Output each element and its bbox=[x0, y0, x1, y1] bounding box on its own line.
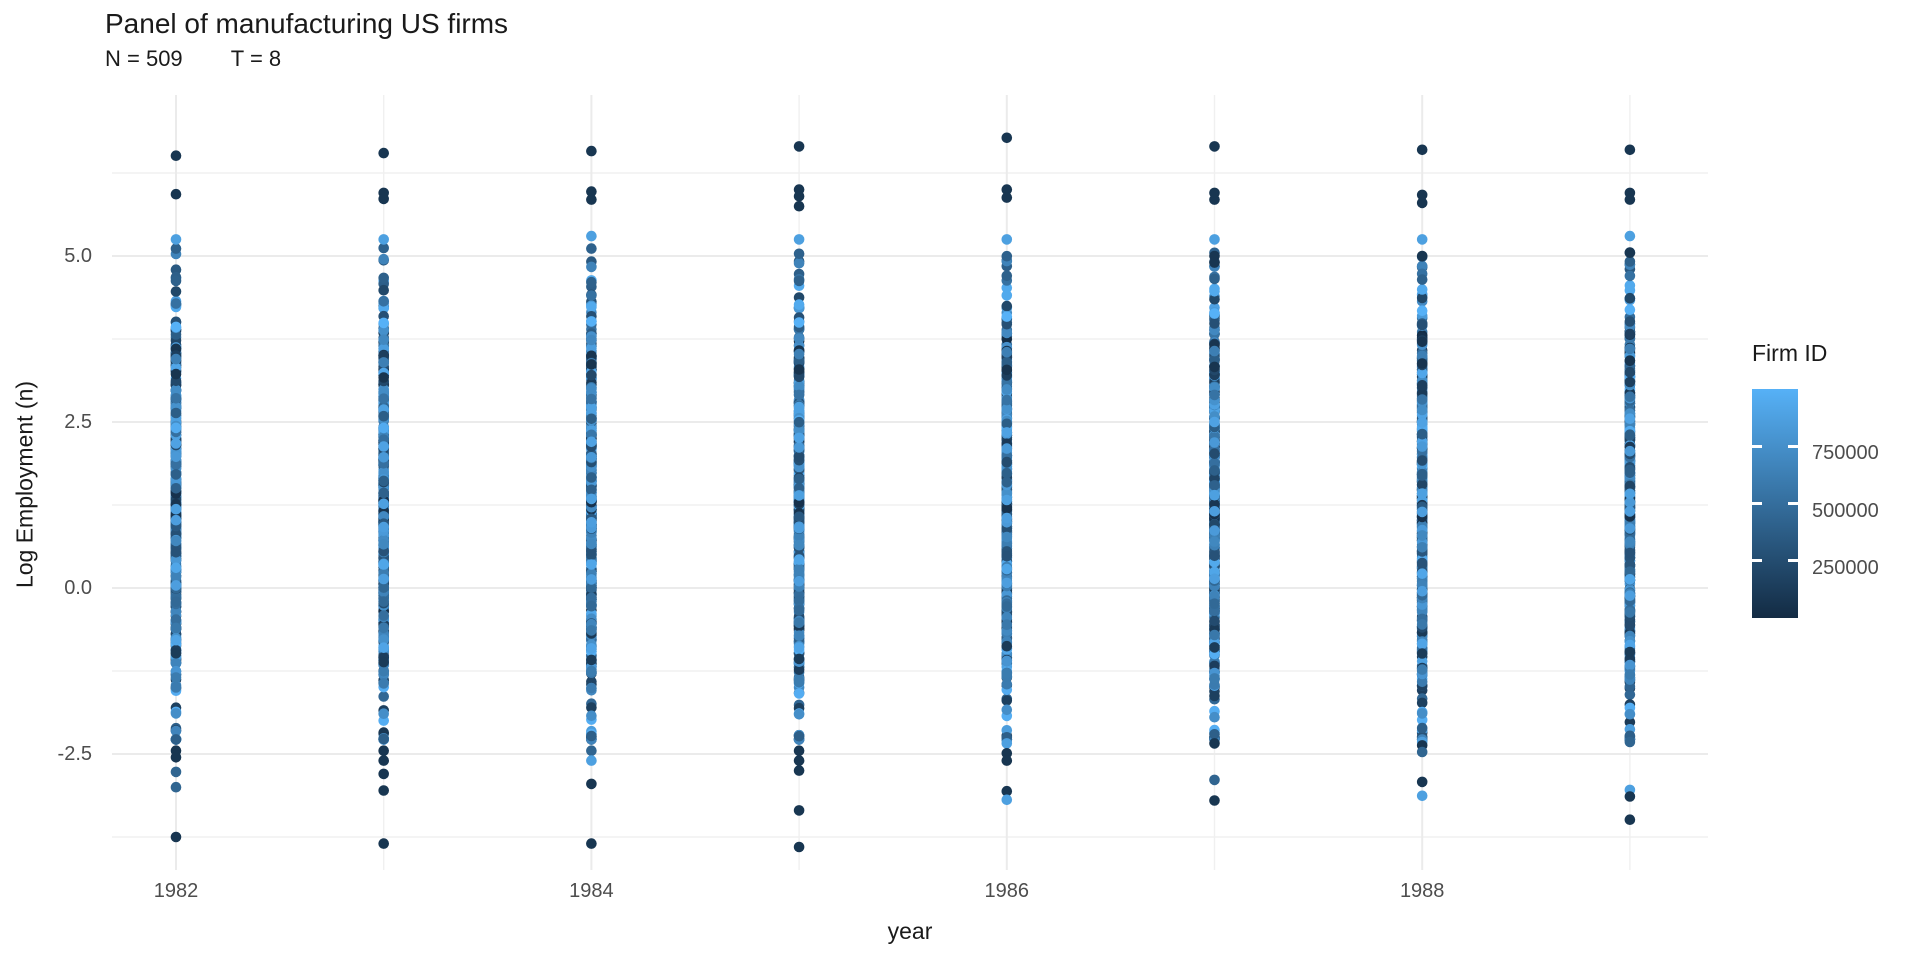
y-tick-label-2-5: 2.5 bbox=[64, 411, 92, 433]
legend-tick-mark bbox=[1788, 444, 1798, 448]
legend-tick-mark bbox=[1752, 444, 1762, 448]
y-axis-title: Log Employment (n) bbox=[11, 380, 38, 589]
chart-title: Panel of manufacturing US firms bbox=[105, 8, 509, 39]
x-tick-label-1986: 1986 bbox=[984, 880, 1030, 902]
subtitle-n-count: N = 509 bbox=[105, 46, 183, 71]
chart-subtitle: N = 509 T = 8 bbox=[105, 46, 281, 72]
legend-label-750000: 750000 bbox=[1812, 442, 1879, 465]
legend-tick-mark bbox=[1752, 502, 1762, 505]
legend-colorbar bbox=[1752, 389, 1798, 618]
legend-tick-mark bbox=[1788, 559, 1798, 563]
y-tick-label-5: 5.0 bbox=[64, 245, 92, 267]
x-tick-label-1984: 1984 bbox=[569, 880, 614, 902]
legend-tick-mark bbox=[1788, 502, 1798, 505]
legend-firm-id: Firm ID 750000 500000 250000 bbox=[1752, 340, 1920, 618]
x-axis-title: year bbox=[887, 918, 933, 944]
y-tick-label-0: 0.0 bbox=[64, 577, 92, 599]
y-tick-label-neg-2-5: -2.5 bbox=[57, 743, 92, 765]
legend-title: Firm ID bbox=[1752, 340, 1828, 366]
x-tick-label-1988: 1988 bbox=[1399, 880, 1445, 902]
subtitle-t-count: T = 8 bbox=[230, 46, 282, 71]
legend-tick-mark bbox=[1752, 559, 1762, 563]
legend-label-250000: 250000 bbox=[1812, 556, 1879, 579]
x-tick-label-1982: 1982 bbox=[153, 880, 199, 902]
legend-label-500000: 500000 bbox=[1812, 499, 1879, 522]
